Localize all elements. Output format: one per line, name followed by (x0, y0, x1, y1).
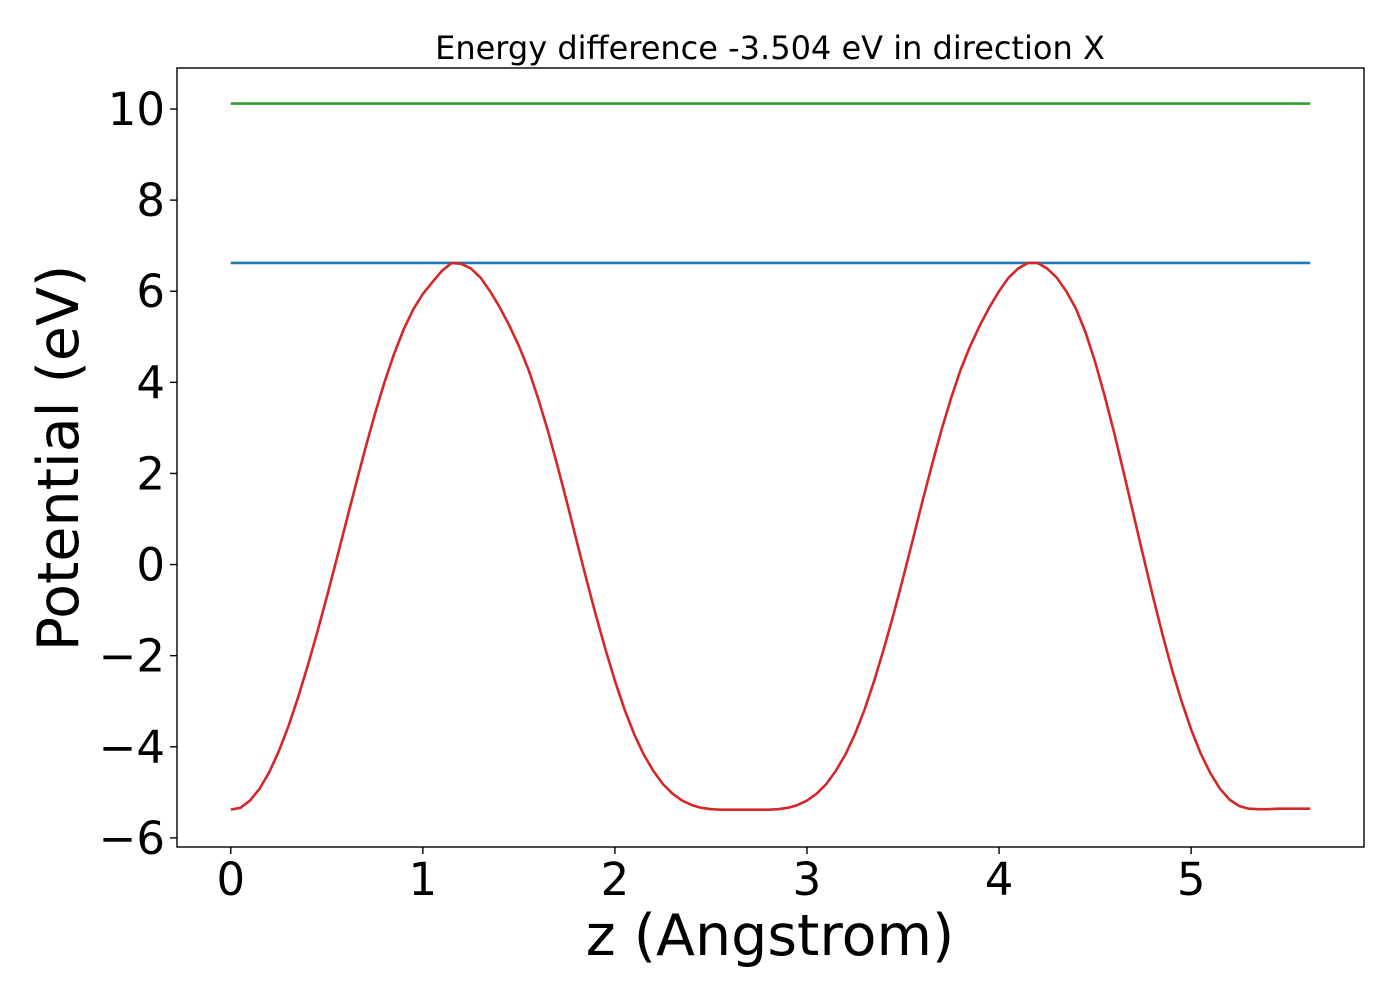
x-tick-label: 2 (601, 853, 630, 906)
x-tick-label: 4 (985, 853, 1014, 906)
x-tick-label: 1 (409, 853, 438, 906)
x-tick-label: 5 (1177, 853, 1206, 906)
plot-area (230, 102, 1311, 811)
y-tick-label: −4 (99, 721, 165, 774)
y-tick-label: −6 (99, 812, 165, 865)
x-tick-label: 3 (793, 853, 822, 906)
x-tick-label: 0 (216, 853, 245, 906)
y-tick-label: 10 (108, 83, 165, 136)
x-axis-label: z (Angstrom) (586, 903, 954, 969)
y-axis-label: Potential (eV) (26, 265, 92, 651)
y-tick-label: 6 (136, 265, 165, 318)
y-tick-label: 0 (136, 539, 165, 592)
y-tick-label: −2 (99, 630, 165, 683)
plot-frame (176, 67, 1365, 848)
series-line-2 (230, 261, 1311, 811)
chart-title: Energy difference -3.504 eV in direction… (435, 29, 1105, 67)
y-tick-label: 2 (136, 447, 165, 500)
y-axis-ticks: −6 −4 −2 0 2 4 6 8 10 (99, 83, 177, 865)
y-tick-label: 8 (136, 174, 165, 227)
x-axis-ticks: 0 1 2 3 4 5 (216, 847, 1205, 906)
y-tick-label: 4 (136, 356, 165, 409)
